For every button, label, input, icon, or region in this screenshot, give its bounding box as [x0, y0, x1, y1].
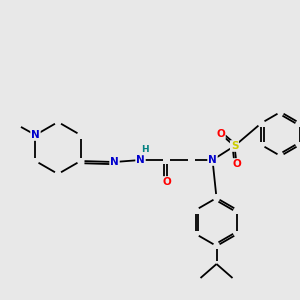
Text: N: N: [208, 155, 217, 165]
Text: N: N: [136, 155, 145, 165]
Text: N: N: [31, 130, 40, 140]
Text: O: O: [232, 159, 241, 169]
Text: S: S: [231, 141, 238, 151]
Text: N: N: [110, 157, 119, 167]
Text: O: O: [216, 129, 225, 139]
Text: H: H: [141, 146, 148, 154]
Text: O: O: [162, 177, 171, 187]
